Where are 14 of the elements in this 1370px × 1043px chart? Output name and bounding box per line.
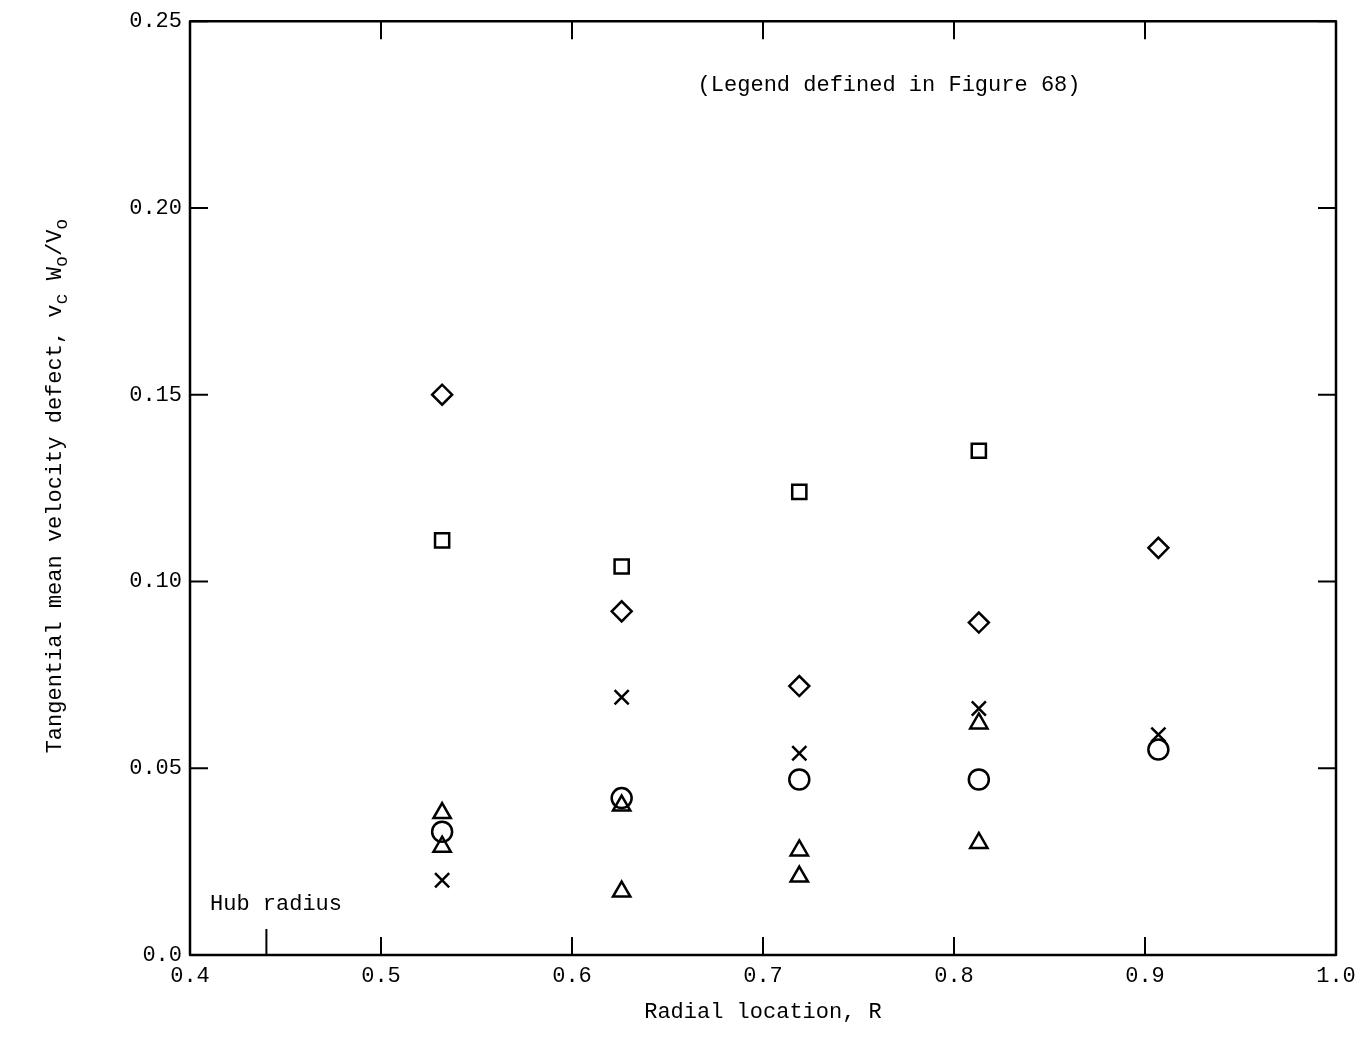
x-tick-label: 0.9	[1125, 964, 1165, 990]
x-tick-label: 0.8	[934, 964, 974, 990]
y-tick-label: 0.20	[129, 195, 182, 221]
y-tick-label: 0.15	[129, 382, 182, 408]
y-tick-label: 0.10	[129, 569, 182, 595]
y-tick-label: 0.25	[129, 9, 182, 35]
x-axis-title: Radial location, R	[644, 999, 882, 1025]
x-tick-label: 0.6	[552, 964, 592, 990]
x-tick-label: 0.5	[361, 964, 401, 990]
x-tick-label: 0.7	[743, 964, 783, 990]
x-tick-label: 1.0	[1316, 964, 1356, 990]
ref-line-label: Hub radius	[210, 891, 343, 917]
annotation: (Legend defined in Figure 68)	[697, 73, 1081, 99]
y-tick-label: 0.05	[129, 756, 182, 782]
